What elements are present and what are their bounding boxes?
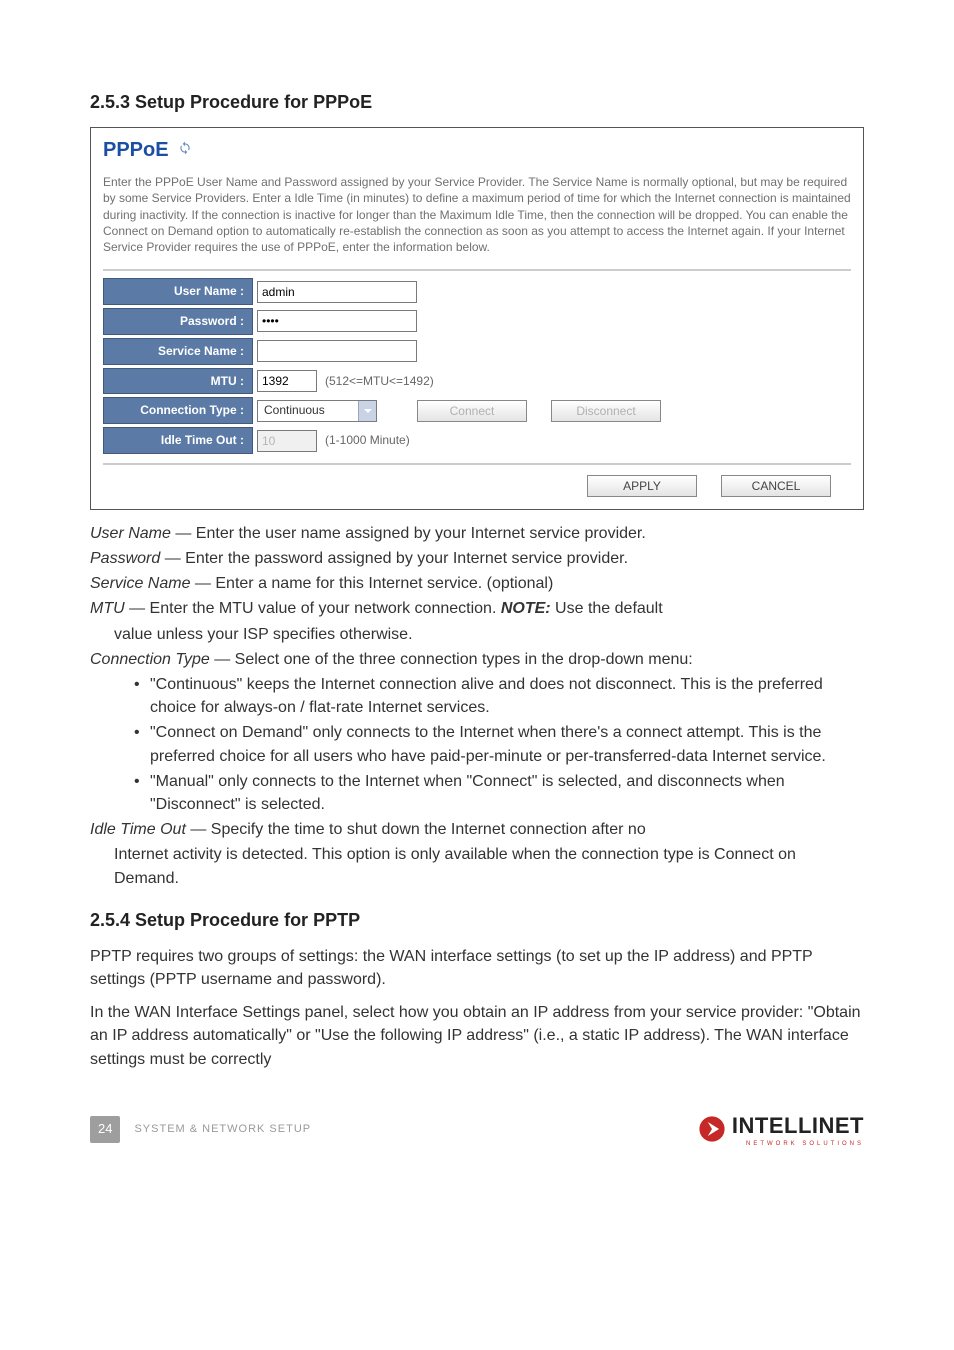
pptp-para1: PPTP requires two groups of settings: th…: [90, 945, 864, 991]
label-idle-time-out: Idle Time Out :: [103, 427, 253, 454]
term-service-name: Service Name: [90, 575, 190, 592]
select-connection-type-value: Continuous: [258, 402, 358, 419]
label-connection-type: Connection Type :: [103, 397, 253, 424]
input-username[interactable]: [257, 281, 417, 303]
text-service-name: — Enter a name for this Internet service…: [190, 575, 553, 592]
panel-intro: Enter the PPPoE User Name and Password a…: [103, 174, 851, 255]
text-mtu-b: Use the default: [551, 600, 663, 617]
row-service-name: Service Name :: [103, 338, 851, 365]
input-mtu[interactable]: [257, 370, 317, 392]
logo-mark-icon: [698, 1115, 726, 1143]
panel-buttons: APPLY CANCEL: [103, 475, 851, 497]
term-mtu: MTU: [90, 600, 125, 617]
brand-name: INTELLINET: [732, 1111, 864, 1142]
label-mtu: MTU :: [103, 368, 253, 395]
note-label: NOTE:: [501, 600, 551, 617]
panel-title: PPPoE: [103, 136, 851, 164]
page-footer: 24 SYSTEM & NETWORK SETUP INTELLINET NET…: [90, 1111, 864, 1148]
disconnect-button[interactable]: Disconnect: [551, 400, 661, 422]
term-conn: Connection Type: [90, 651, 210, 668]
text-conn: — Select one of the three connection typ…: [210, 651, 693, 668]
desc-password: Password — Enter the password assigned b…: [90, 547, 864, 570]
refresh-icon[interactable]: [178, 141, 192, 161]
footer-section: SYSTEM & NETWORK SETUP: [134, 1122, 311, 1137]
term-password: Password: [90, 550, 160, 567]
hint-mtu: (512<=MTU<=1492): [325, 373, 434, 390]
panel-title-text: PPPoE: [103, 139, 169, 161]
row-connection-type: Connection Type : Continuous Connect Dis…: [103, 397, 851, 424]
bullet-on-demand: "Connect on Demand" only connects to the…: [134, 721, 864, 767]
text-mtu-a: — Enter the MTU value of your network co…: [125, 600, 501, 617]
select-connection-type[interactable]: Continuous: [257, 400, 377, 422]
section-253-heading: 2.5.3 Setup Procedure for PPPoE: [90, 90, 864, 115]
desc-idle-cont: Internet activity is detected. This opti…: [90, 843, 864, 889]
brand-subtitle: NETWORK SOLUTIONS: [732, 1140, 864, 1148]
connect-button[interactable]: Connect: [417, 400, 527, 422]
label-password: Password :: [103, 308, 253, 335]
bullet-continuous: "Continuous" keeps the Internet connecti…: [134, 673, 864, 719]
text-password: — Enter the password assigned by your In…: [160, 550, 628, 567]
desc-conn: Connection Type — Select one of the thre…: [90, 648, 864, 671]
desc-username: User Name — Enter the user name assigned…: [90, 522, 864, 545]
row-username: User Name :: [103, 278, 851, 305]
input-password[interactable]: [257, 310, 417, 332]
hint-idle: (1-1000 Minute): [325, 432, 410, 449]
term-username: User Name: [90, 525, 171, 542]
input-idle-time-out: [257, 430, 317, 452]
term-idle: Idle Time Out: [90, 821, 186, 838]
row-password: Password :: [103, 308, 851, 335]
chevron-down-icon: [358, 401, 376, 421]
pppoe-form: User Name : Password : Service Name : MT…: [103, 269, 851, 465]
text-idle-a: — Specify the time to shut down the Inte…: [186, 821, 646, 838]
conn-bullets: "Continuous" keeps the Internet connecti…: [90, 673, 864, 816]
row-idle-time-out: Idle Time Out : (1-1000 Minute): [103, 427, 851, 454]
pppoe-panel: PPPoE Enter the PPPoE User Name and Pass…: [90, 127, 864, 510]
desc-mtu: MTU — Enter the MTU value of your networ…: [90, 597, 864, 620]
pppoe-descriptions: User Name — Enter the user name assigned…: [90, 522, 864, 890]
desc-idle: Idle Time Out — Specify the time to shut…: [90, 818, 864, 841]
desc-mtu-cont: value unless your ISP specifies otherwis…: [90, 623, 864, 646]
cancel-button[interactable]: CANCEL: [721, 475, 831, 497]
section-254-heading: 2.5.4 Setup Procedure for PPTP: [90, 908, 864, 933]
page-number: 24: [90, 1116, 120, 1142]
label-service-name: Service Name :: [103, 338, 253, 365]
desc-service-name: Service Name — Enter a name for this Int…: [90, 572, 864, 595]
input-service-name[interactable]: [257, 340, 417, 362]
logo-text-wrap: INTELLINET NETWORK SOLUTIONS: [732, 1111, 864, 1148]
apply-button[interactable]: APPLY: [587, 475, 697, 497]
label-username: User Name :: [103, 278, 253, 305]
row-mtu: MTU : (512<=MTU<=1492): [103, 368, 851, 395]
footer-left: 24 SYSTEM & NETWORK SETUP: [90, 1116, 311, 1142]
pptp-para2: In the WAN Interface Settings panel, sel…: [90, 1001, 864, 1071]
bullet-manual: "Manual" only connects to the Internet w…: [134, 770, 864, 816]
text-username: — Enter the user name assigned by your I…: [171, 525, 646, 542]
brand-logo: INTELLINET NETWORK SOLUTIONS: [698, 1111, 864, 1148]
